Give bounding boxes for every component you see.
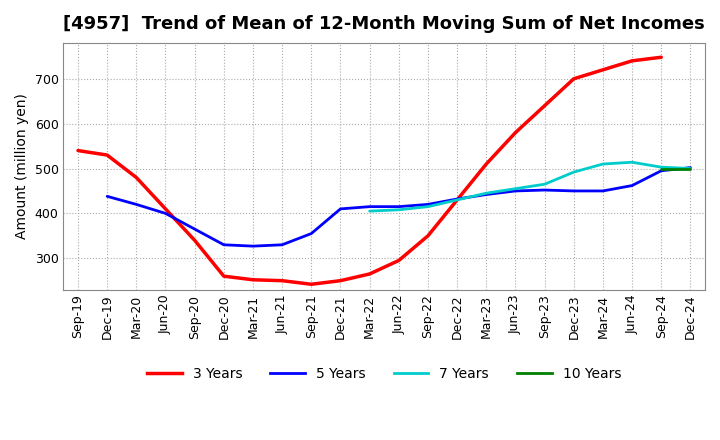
Legend: 3 Years, 5 Years, 7 Years, 10 Years: 3 Years, 5 Years, 7 Years, 10 Years [142, 361, 627, 386]
Y-axis label: Amount (million yen): Amount (million yen) [15, 93, 29, 239]
Title: [4957]  Trend of Mean of 12-Month Moving Sum of Net Incomes: [4957] Trend of Mean of 12-Month Moving … [63, 15, 705, 33]
